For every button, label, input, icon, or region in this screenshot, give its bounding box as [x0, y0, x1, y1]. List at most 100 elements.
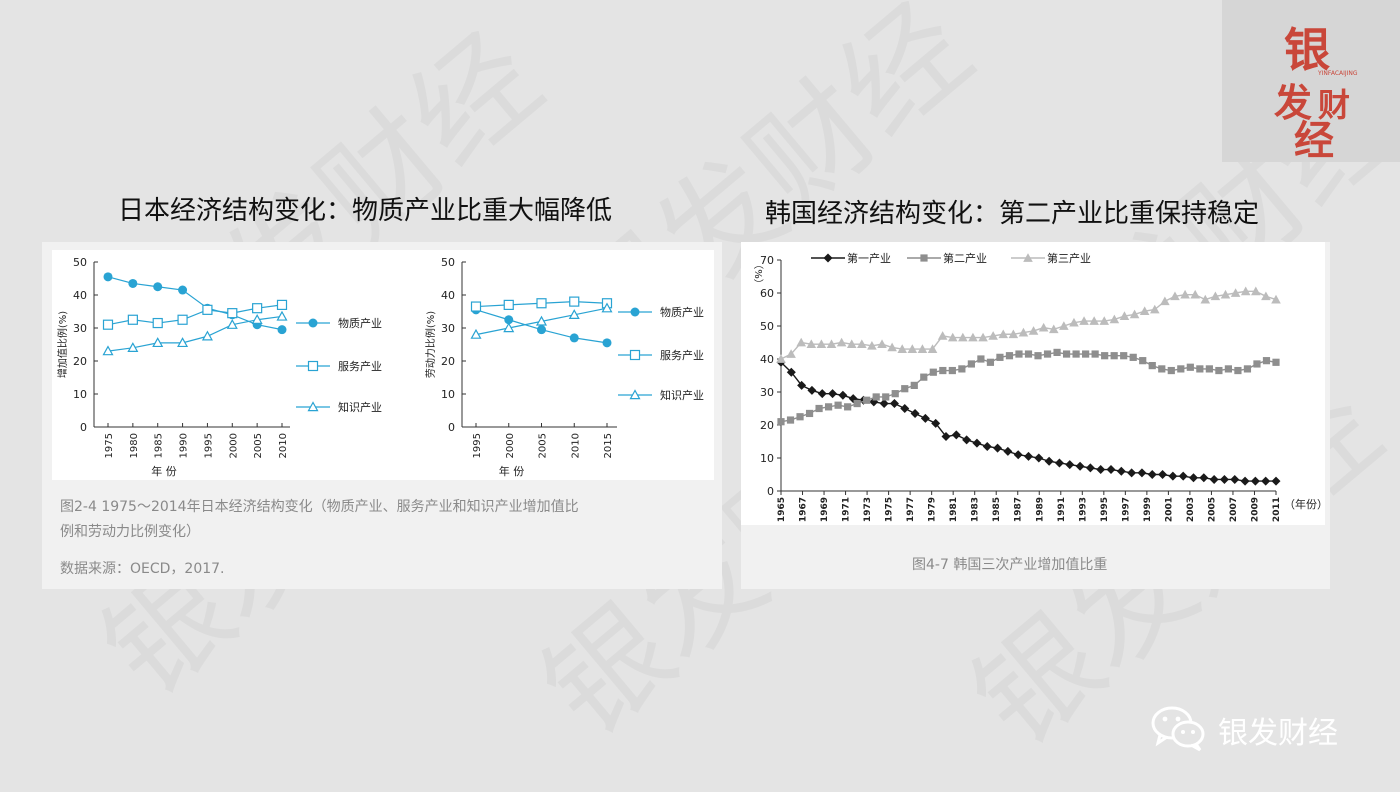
data-point — [1024, 350, 1033, 358]
data-point — [1137, 468, 1147, 478]
data-point — [276, 310, 288, 321]
data-point — [1178, 471, 1188, 481]
left-heading: 日本经济结构变化：物质产业比重大幅降低 — [118, 196, 613, 226]
data-point — [917, 344, 928, 353]
data-point — [805, 409, 814, 418]
data-point — [920, 413, 930, 423]
legend-label: 服务产业 — [660, 348, 704, 362]
x-tick-label: 1995 — [472, 433, 483, 458]
x-tick-label: 1965 — [777, 497, 787, 522]
data-point — [1234, 366, 1242, 375]
data-point — [1205, 365, 1213, 373]
data-point — [1079, 316, 1089, 325]
data-point — [177, 337, 189, 348]
data-point — [177, 314, 188, 325]
data-point — [1129, 353, 1137, 361]
y-tick-label: 50 — [441, 256, 455, 269]
data-point — [569, 333, 579, 343]
data-point — [972, 438, 982, 448]
y-tick-label: 0 — [767, 485, 774, 498]
data-point — [993, 443, 1003, 453]
data-point — [927, 344, 938, 353]
data-point — [1091, 350, 1099, 358]
data-point — [867, 341, 877, 350]
data-point — [152, 337, 164, 348]
data-point — [889, 399, 899, 409]
data-point — [901, 385, 909, 393]
legend-marker — [629, 389, 641, 400]
data-point — [1101, 352, 1109, 360]
x-tick-label: 1985 — [992, 497, 1002, 522]
legend-label: 服务产业 — [338, 359, 382, 373]
data-point — [1243, 365, 1252, 373]
data-point — [1250, 286, 1261, 296]
data-point — [988, 331, 998, 340]
logo-char: 银 — [1284, 23, 1330, 77]
data-point — [1224, 365, 1233, 373]
data-point — [863, 396, 871, 404]
data-point — [1189, 473, 1198, 483]
data-point — [602, 338, 612, 348]
japan-value-added-chart: 0 10 20 30 40 50 1975 1980 1985 1990 1995 2000 2005 2… — [56, 256, 382, 478]
data-point — [978, 332, 988, 342]
japan-chart-area — [52, 250, 714, 480]
data-point — [838, 390, 848, 400]
data-point — [1106, 465, 1116, 475]
data-point — [1139, 357, 1147, 365]
data-point — [1069, 317, 1079, 327]
data-point — [568, 309, 580, 320]
x-tick-label: 1977 — [906, 497, 916, 522]
series-line — [780, 361, 1276, 482]
data-point — [951, 430, 961, 440]
data-point — [1085, 463, 1095, 473]
data-point — [1240, 286, 1251, 296]
data-point — [569, 296, 580, 307]
data-point — [1210, 291, 1221, 301]
x-tick-label: 2005 — [1207, 497, 1217, 522]
data-point — [1005, 352, 1014, 360]
data-point — [1075, 461, 1085, 471]
data-point — [102, 345, 114, 356]
data-point — [786, 416, 795, 424]
legend-label: 知识产业 — [660, 388, 704, 402]
data-point — [929, 368, 937, 376]
data-point — [907, 344, 918, 353]
data-point — [824, 403, 833, 411]
data-point — [948, 366, 956, 375]
data-point — [920, 373, 928, 381]
korea-industry-chart: 0 10 20 30 40 50 60 70 1965 1967 1969 1971 1973 1975 1… — [752, 251, 1325, 522]
data-point — [1003, 446, 1013, 456]
data-point — [834, 401, 842, 409]
x-tick-label: 1981 — [949, 497, 959, 522]
data-point — [1053, 348, 1061, 356]
data-point — [1072, 350, 1080, 358]
x-tick-label: 2003 — [1186, 497, 1196, 522]
y-tick-label: 50 — [760, 320, 774, 333]
y-axis-label: 劳动力比例(%) — [424, 311, 437, 378]
data-point — [1120, 352, 1128, 360]
data-point — [977, 355, 985, 363]
data-point — [817, 389, 827, 399]
data-point — [816, 339, 827, 348]
x-tick-label: 1993 — [1078, 497, 1088, 522]
y-tick-label: 50 — [73, 256, 87, 269]
data-point — [152, 317, 163, 329]
data-point — [1220, 289, 1231, 299]
data-point — [891, 390, 899, 398]
data-point — [958, 365, 966, 373]
data-point — [1148, 362, 1156, 370]
data-point — [1253, 360, 1261, 368]
data-point — [900, 404, 910, 413]
data-point — [537, 325, 546, 335]
data-point — [786, 349, 796, 358]
x-tick-label: 1967 — [799, 497, 809, 522]
data-point — [128, 278, 138, 288]
logo: 银 发 财 经 — [1222, 0, 1400, 164]
y-tick-label: 70 — [760, 254, 774, 267]
y-tick-label: 20 — [760, 419, 774, 432]
data-point — [1177, 365, 1185, 373]
data-point — [1149, 304, 1160, 314]
data-point — [1271, 476, 1281, 486]
data-point — [1015, 350, 1023, 358]
legend-label: 物质产业 — [660, 305, 704, 319]
